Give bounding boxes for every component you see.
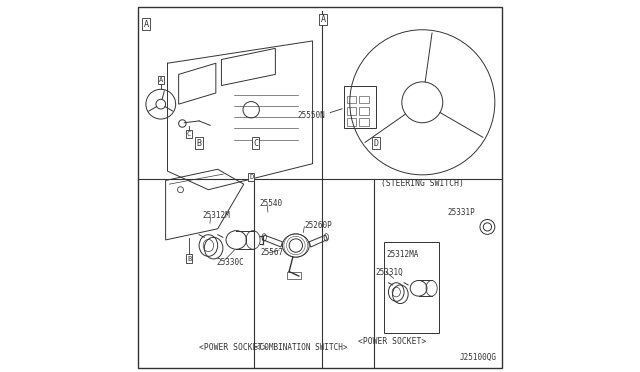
Bar — [287, 272, 301, 279]
Text: A: A — [321, 15, 326, 24]
Text: <POWER SOCKET>: <POWER SOCKET> — [199, 343, 268, 352]
Bar — [347, 118, 356, 126]
Text: C: C — [253, 139, 258, 148]
Bar — [344, 86, 376, 128]
Text: B: B — [196, 139, 202, 148]
Text: C: C — [187, 131, 191, 137]
Bar — [359, 96, 369, 103]
Text: 25331Q: 25331Q — [376, 268, 404, 277]
Text: B: B — [187, 256, 191, 262]
Bar — [359, 107, 369, 115]
Bar — [347, 96, 356, 103]
Text: 25312M: 25312M — [203, 211, 230, 220]
Text: <POWER SOCKET>: <POWER SOCKET> — [358, 337, 427, 346]
Bar — [384, 242, 439, 333]
Text: 25330C: 25330C — [216, 258, 244, 267]
Text: (STEERING SWITCH): (STEERING SWITCH) — [381, 179, 464, 187]
Text: 25540: 25540 — [259, 199, 282, 208]
Text: 25331P: 25331P — [448, 208, 476, 217]
Text: A: A — [159, 77, 163, 83]
Text: <COMBINATION SWITCH>: <COMBINATION SWITCH> — [255, 343, 348, 352]
Bar — [347, 107, 356, 115]
Text: 25550N: 25550N — [298, 111, 326, 120]
Text: D: D — [249, 174, 253, 180]
Text: J25100QG: J25100QG — [460, 353, 497, 362]
Text: A: A — [143, 20, 148, 29]
Text: 25260P: 25260P — [305, 221, 332, 230]
Bar — [359, 118, 369, 126]
Text: 25312MA: 25312MA — [386, 250, 419, 259]
Text: 25567: 25567 — [260, 248, 284, 257]
Text: D: D — [373, 139, 378, 148]
